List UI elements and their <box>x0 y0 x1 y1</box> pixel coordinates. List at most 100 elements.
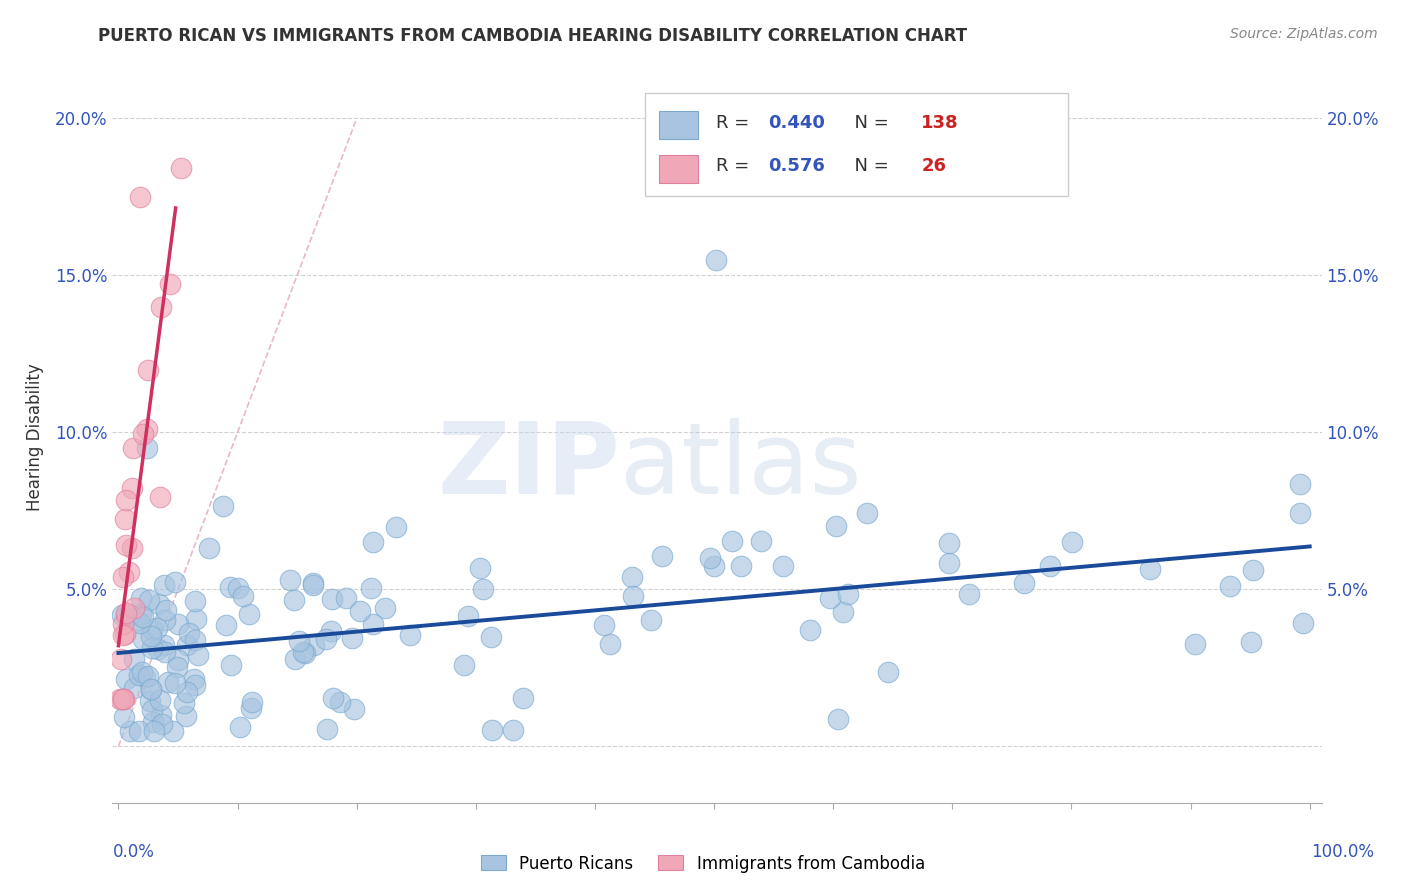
Point <box>361 617 384 632</box>
Point <box>139 694 162 708</box>
Point <box>128 190 150 204</box>
Point <box>361 535 384 549</box>
Point <box>141 641 163 656</box>
Point <box>131 426 153 441</box>
Point <box>132 610 155 624</box>
Point <box>163 575 186 590</box>
Point <box>159 277 181 292</box>
Point <box>818 591 841 605</box>
Point <box>512 691 534 706</box>
Point <box>799 624 821 638</box>
Point <box>136 362 159 376</box>
Point <box>283 593 305 607</box>
Point <box>1289 476 1312 491</box>
Point <box>288 634 311 648</box>
Point <box>117 565 139 579</box>
Point <box>129 591 152 605</box>
Point <box>146 621 169 635</box>
Point <box>315 632 337 646</box>
Text: 0.440: 0.440 <box>768 113 825 131</box>
Point <box>114 672 136 686</box>
Point <box>302 576 325 591</box>
Point <box>398 628 420 642</box>
Point <box>211 499 233 513</box>
Point <box>321 591 343 606</box>
Point <box>157 674 180 689</box>
Text: atlas: atlas <box>620 417 862 515</box>
Point <box>108 692 131 706</box>
Point <box>114 512 136 526</box>
Point <box>184 633 207 648</box>
Point <box>721 534 744 549</box>
Point <box>112 616 135 631</box>
Point <box>115 537 138 551</box>
Point <box>129 615 152 630</box>
Point <box>148 597 170 611</box>
Point <box>152 578 174 592</box>
Text: 0.576: 0.576 <box>768 158 825 176</box>
Point <box>374 600 396 615</box>
Point <box>111 628 134 642</box>
Point <box>120 723 142 738</box>
Point <box>1184 637 1206 651</box>
Point <box>115 608 138 623</box>
Point <box>111 607 134 622</box>
Point <box>938 536 960 550</box>
Point <box>176 684 198 698</box>
Point <box>219 657 242 672</box>
Point <box>186 612 208 626</box>
Point <box>231 589 253 603</box>
Point <box>183 672 205 686</box>
FancyBboxPatch shape <box>644 94 1067 195</box>
Point <box>481 723 503 738</box>
Text: R =: R = <box>716 113 755 131</box>
Point <box>173 696 195 710</box>
Point <box>468 561 491 575</box>
Point <box>122 601 145 615</box>
Point <box>170 161 193 176</box>
Point <box>278 573 301 587</box>
Point <box>218 580 240 594</box>
Point <box>640 613 662 627</box>
Point <box>699 550 721 565</box>
Point <box>131 665 153 679</box>
Point <box>155 603 177 617</box>
Point <box>139 682 162 697</box>
Point <box>122 681 145 695</box>
Text: 100.0%: 100.0% <box>1312 843 1374 861</box>
Text: R =: R = <box>716 158 755 176</box>
Point <box>384 520 406 534</box>
Point <box>621 569 644 583</box>
Point <box>229 721 252 735</box>
Point <box>114 493 136 508</box>
Point <box>284 651 307 665</box>
Point <box>751 533 773 548</box>
Point <box>138 593 160 607</box>
Point <box>141 629 163 643</box>
Point <box>112 692 135 706</box>
Point <box>294 646 316 660</box>
Point <box>335 591 357 605</box>
Point <box>856 506 879 520</box>
Text: Source: ZipAtlas.com: Source: ZipAtlas.com <box>1230 27 1378 41</box>
Point <box>179 625 201 640</box>
Point <box>150 300 173 314</box>
Point <box>143 723 166 738</box>
Point <box>730 558 752 573</box>
Point <box>184 678 207 692</box>
Point <box>112 710 135 724</box>
Text: 0.0%: 0.0% <box>112 843 155 861</box>
Point <box>135 422 157 436</box>
Point <box>238 607 260 621</box>
Point <box>343 702 366 716</box>
Point <box>132 632 155 647</box>
Text: N =: N = <box>842 113 894 131</box>
Point <box>1292 615 1315 630</box>
Point <box>111 692 134 706</box>
Point <box>703 559 725 574</box>
Point <box>135 441 157 455</box>
Point <box>1219 579 1241 593</box>
Point <box>167 617 190 632</box>
Point <box>128 723 150 738</box>
FancyBboxPatch shape <box>659 111 697 139</box>
